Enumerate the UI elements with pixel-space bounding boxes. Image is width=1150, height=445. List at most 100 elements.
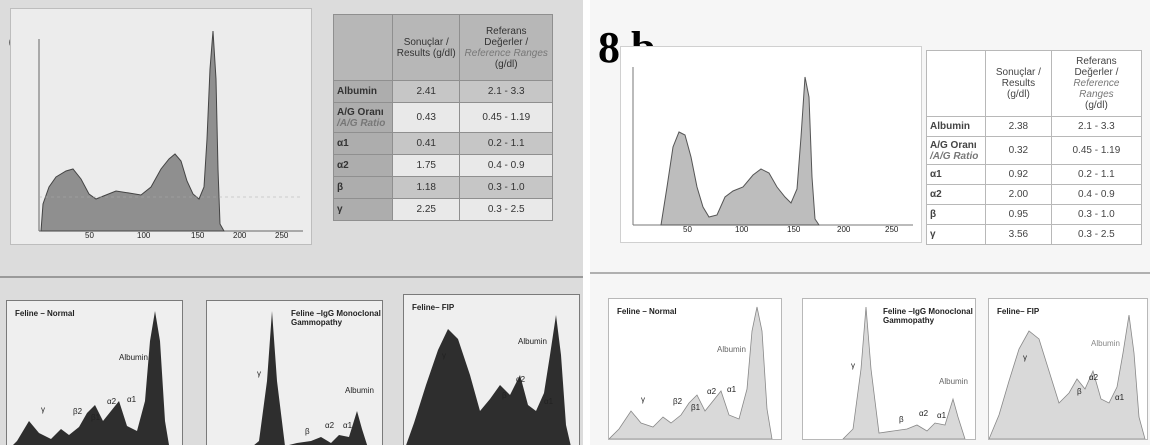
reference-range: 0.3 - 1.0 (459, 176, 553, 199)
peak-label: α1 (343, 421, 353, 430)
result-value: 2.00 (985, 184, 1052, 205)
reference-range: 0.3 - 2.5 (459, 198, 553, 221)
reference-range: 0.3 - 1.0 (1050, 204, 1143, 225)
row-label: γ (926, 224, 986, 245)
result-value: 3.56 (985, 224, 1052, 245)
peak-label: β (502, 391, 507, 400)
table-row: β 1.18 0.3 - 1.0 (333, 176, 553, 199)
peak-label: α1 (727, 385, 737, 394)
peak-label: Albumin (717, 345, 746, 354)
peak-label: γ (442, 351, 446, 360)
peak-label: γ (1023, 353, 1027, 362)
table-row: A/G Oranı/A/G Ratio 0.32 0.45 - 1.19 (926, 136, 1143, 165)
reference-chart-normal: Feline – Normal Albumin γ β2 β1 α2 α1 (608, 298, 782, 440)
row-label: Albumin (926, 116, 986, 137)
row-label: α2 (333, 154, 393, 177)
result-value: 0.95 (985, 204, 1052, 225)
result-value: 2.41 (391, 80, 461, 103)
axis-tick: 150 (191, 231, 205, 240)
table-row: α1 0.92 0.2 - 1.1 (926, 164, 1143, 185)
electrophoresis-chart: 50 100 150 200 250 (620, 46, 922, 243)
reference-range: 0.3 - 2.5 (1050, 224, 1143, 245)
divider-line (0, 276, 583, 278)
table-corner (926, 50, 986, 117)
reference-title: Feline– FIP (412, 303, 455, 312)
reference-range: 0.4 - 0.9 (1050, 184, 1143, 205)
axis-tick: 100 (735, 225, 749, 234)
panel-b: 8 b 50 100 150 200 250 Sonuçlar /Results… (590, 0, 1150, 445)
axis-tick: 200 (837, 225, 851, 234)
row-label: A/G Oranı/A/G Ratio (926, 136, 986, 165)
panel-divider (583, 0, 590, 445)
peak-label: Albumin (518, 337, 547, 346)
peak-label: Albumin (119, 353, 148, 362)
peak-label: γ (41, 405, 45, 414)
panel-a: 8 a 50 100 150 200 250 Sonuçlar /Results… (0, 0, 583, 445)
reference-trace (609, 306, 773, 439)
peak-label: α1 (544, 397, 554, 406)
results-table: Sonuçlar / Results (g/dl) Referans Değerle… (333, 14, 553, 221)
reference-trace (13, 311, 169, 445)
result-value: 1.18 (391, 176, 461, 199)
table-row: α2 1.75 0.4 - 0.9 (333, 154, 553, 177)
reference-chart-igg: Feline –IgG Monoclonal Gammopathy γ Albu… (802, 298, 976, 440)
peak-label: α2 (516, 375, 526, 384)
electrophoresis-trace (38, 30, 303, 232)
table-row: γ 3.56 0.3 - 2.5 (926, 224, 1143, 245)
row-label: α2 (926, 184, 986, 205)
peak-label: γ (641, 395, 645, 404)
peak-label: γ (851, 361, 855, 370)
peak-label: Albumin (1091, 339, 1120, 348)
reference-trace (406, 315, 571, 445)
row-label: α1 (926, 164, 986, 185)
axis-tick: 100 (137, 231, 151, 240)
result-value: 2.25 (391, 198, 461, 221)
peak-label: γ (257, 369, 261, 378)
row-label: γ (333, 198, 393, 221)
row-label: β (333, 176, 393, 199)
reference-header: Referans Değerler / Reference Ranges (g/dl) (459, 14, 553, 81)
peak-label: β (305, 427, 310, 436)
peak-label: β1 (91, 413, 101, 422)
peak-label: β (1077, 387, 1082, 396)
result-value: 0.43 (391, 102, 461, 133)
reference-title: Feline– FIP (997, 307, 1040, 316)
table-row: β 0.95 0.3 - 1.0 (926, 204, 1143, 225)
axis-tick: 250 (275, 231, 289, 240)
result-value: 0.92 (985, 164, 1052, 185)
results-header: Sonuçlar / Results (g/dl) (391, 14, 461, 81)
reference-range: 0.2 - 1.1 (1050, 164, 1143, 185)
peak-label: α2 (107, 397, 117, 406)
table-row: Albumin 2.41 2.1 - 3.3 (333, 80, 553, 103)
electrophoresis-chart: 50 100 150 200 250 (10, 8, 312, 245)
reference-range: 0.45 - 1.19 (1050, 136, 1143, 165)
peak-label: β1 (691, 403, 701, 412)
reference-trace (254, 311, 368, 445)
peak-label: β2 (673, 397, 683, 406)
reference-title: Feline – Normal (15, 309, 75, 318)
reference-range: 0.2 - 1.1 (459, 132, 553, 155)
axis-tick: 50 (683, 225, 692, 234)
reference-range: 2.1 - 3.3 (1050, 116, 1143, 137)
peak-label: α1 (127, 395, 137, 404)
peak-label: α2 (707, 387, 717, 396)
electrophoresis-trace (632, 67, 913, 226)
results-table: Sonuçlar / Results (g/dl) Referans Değerle… (926, 50, 1143, 245)
axis-tick: 50 (85, 231, 94, 240)
reference-chart-igg: Feline –IgG Monoclonal Gammopathy γ Albu… (206, 300, 383, 445)
table-row: α1 0.41 0.2 - 1.1 (333, 132, 553, 155)
reference-trace (842, 306, 966, 439)
table-row: α2 2.00 0.4 - 0.9 (926, 184, 1143, 205)
peak-label: β2 (73, 407, 83, 416)
peak-label: α2 (1089, 373, 1099, 382)
reference-range: 0.45 - 1.19 (459, 102, 553, 133)
peak-label: α1 (937, 411, 947, 420)
peak-label: β (899, 415, 904, 424)
row-label: Albumin (333, 80, 393, 103)
peak-label: α2 (919, 409, 929, 418)
table-corner (333, 14, 393, 81)
table-row: Albumin 2.38 2.1 - 3.3 (926, 116, 1143, 137)
result-value: 0.32 (985, 136, 1052, 165)
peak-label: α2 (325, 421, 335, 430)
reference-title: Feline –IgG Monoclonal Gammopathy (291, 309, 381, 327)
